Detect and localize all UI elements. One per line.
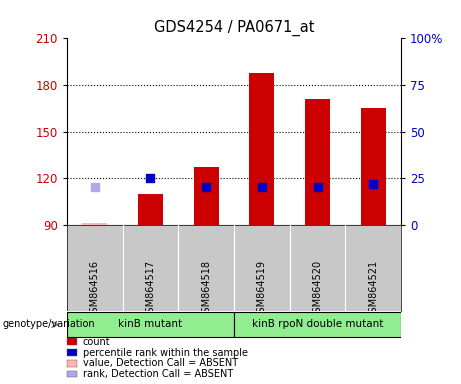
Text: kinB rpoN double mutant: kinB rpoN double mutant [252,319,383,329]
Text: value, Detection Call = ABSENT: value, Detection Call = ABSENT [83,358,237,368]
Text: count: count [83,337,110,347]
Point [258,184,266,190]
Bar [249,73,274,225]
Bar [194,167,219,225]
Bar [67,338,77,345]
Point [370,180,377,187]
Text: percentile rank within the sample: percentile rank within the sample [83,348,248,358]
Bar [138,194,163,225]
Bar [305,99,330,225]
Title: GDS4254 / PA0671_at: GDS4254 / PA0671_at [154,20,314,36]
Text: genotype/variation: genotype/variation [2,319,95,329]
Bar [67,360,77,367]
Point [147,175,154,181]
Bar [67,371,77,377]
Bar [361,108,386,225]
Point [91,184,98,190]
Point [314,184,321,190]
Point [202,184,210,190]
FancyBboxPatch shape [234,313,401,336]
Text: rank, Detection Call = ABSENT: rank, Detection Call = ABSENT [83,369,233,379]
Bar [67,349,77,356]
FancyBboxPatch shape [67,313,234,336]
Bar [82,223,107,225]
Text: kinB mutant: kinB mutant [118,319,183,329]
